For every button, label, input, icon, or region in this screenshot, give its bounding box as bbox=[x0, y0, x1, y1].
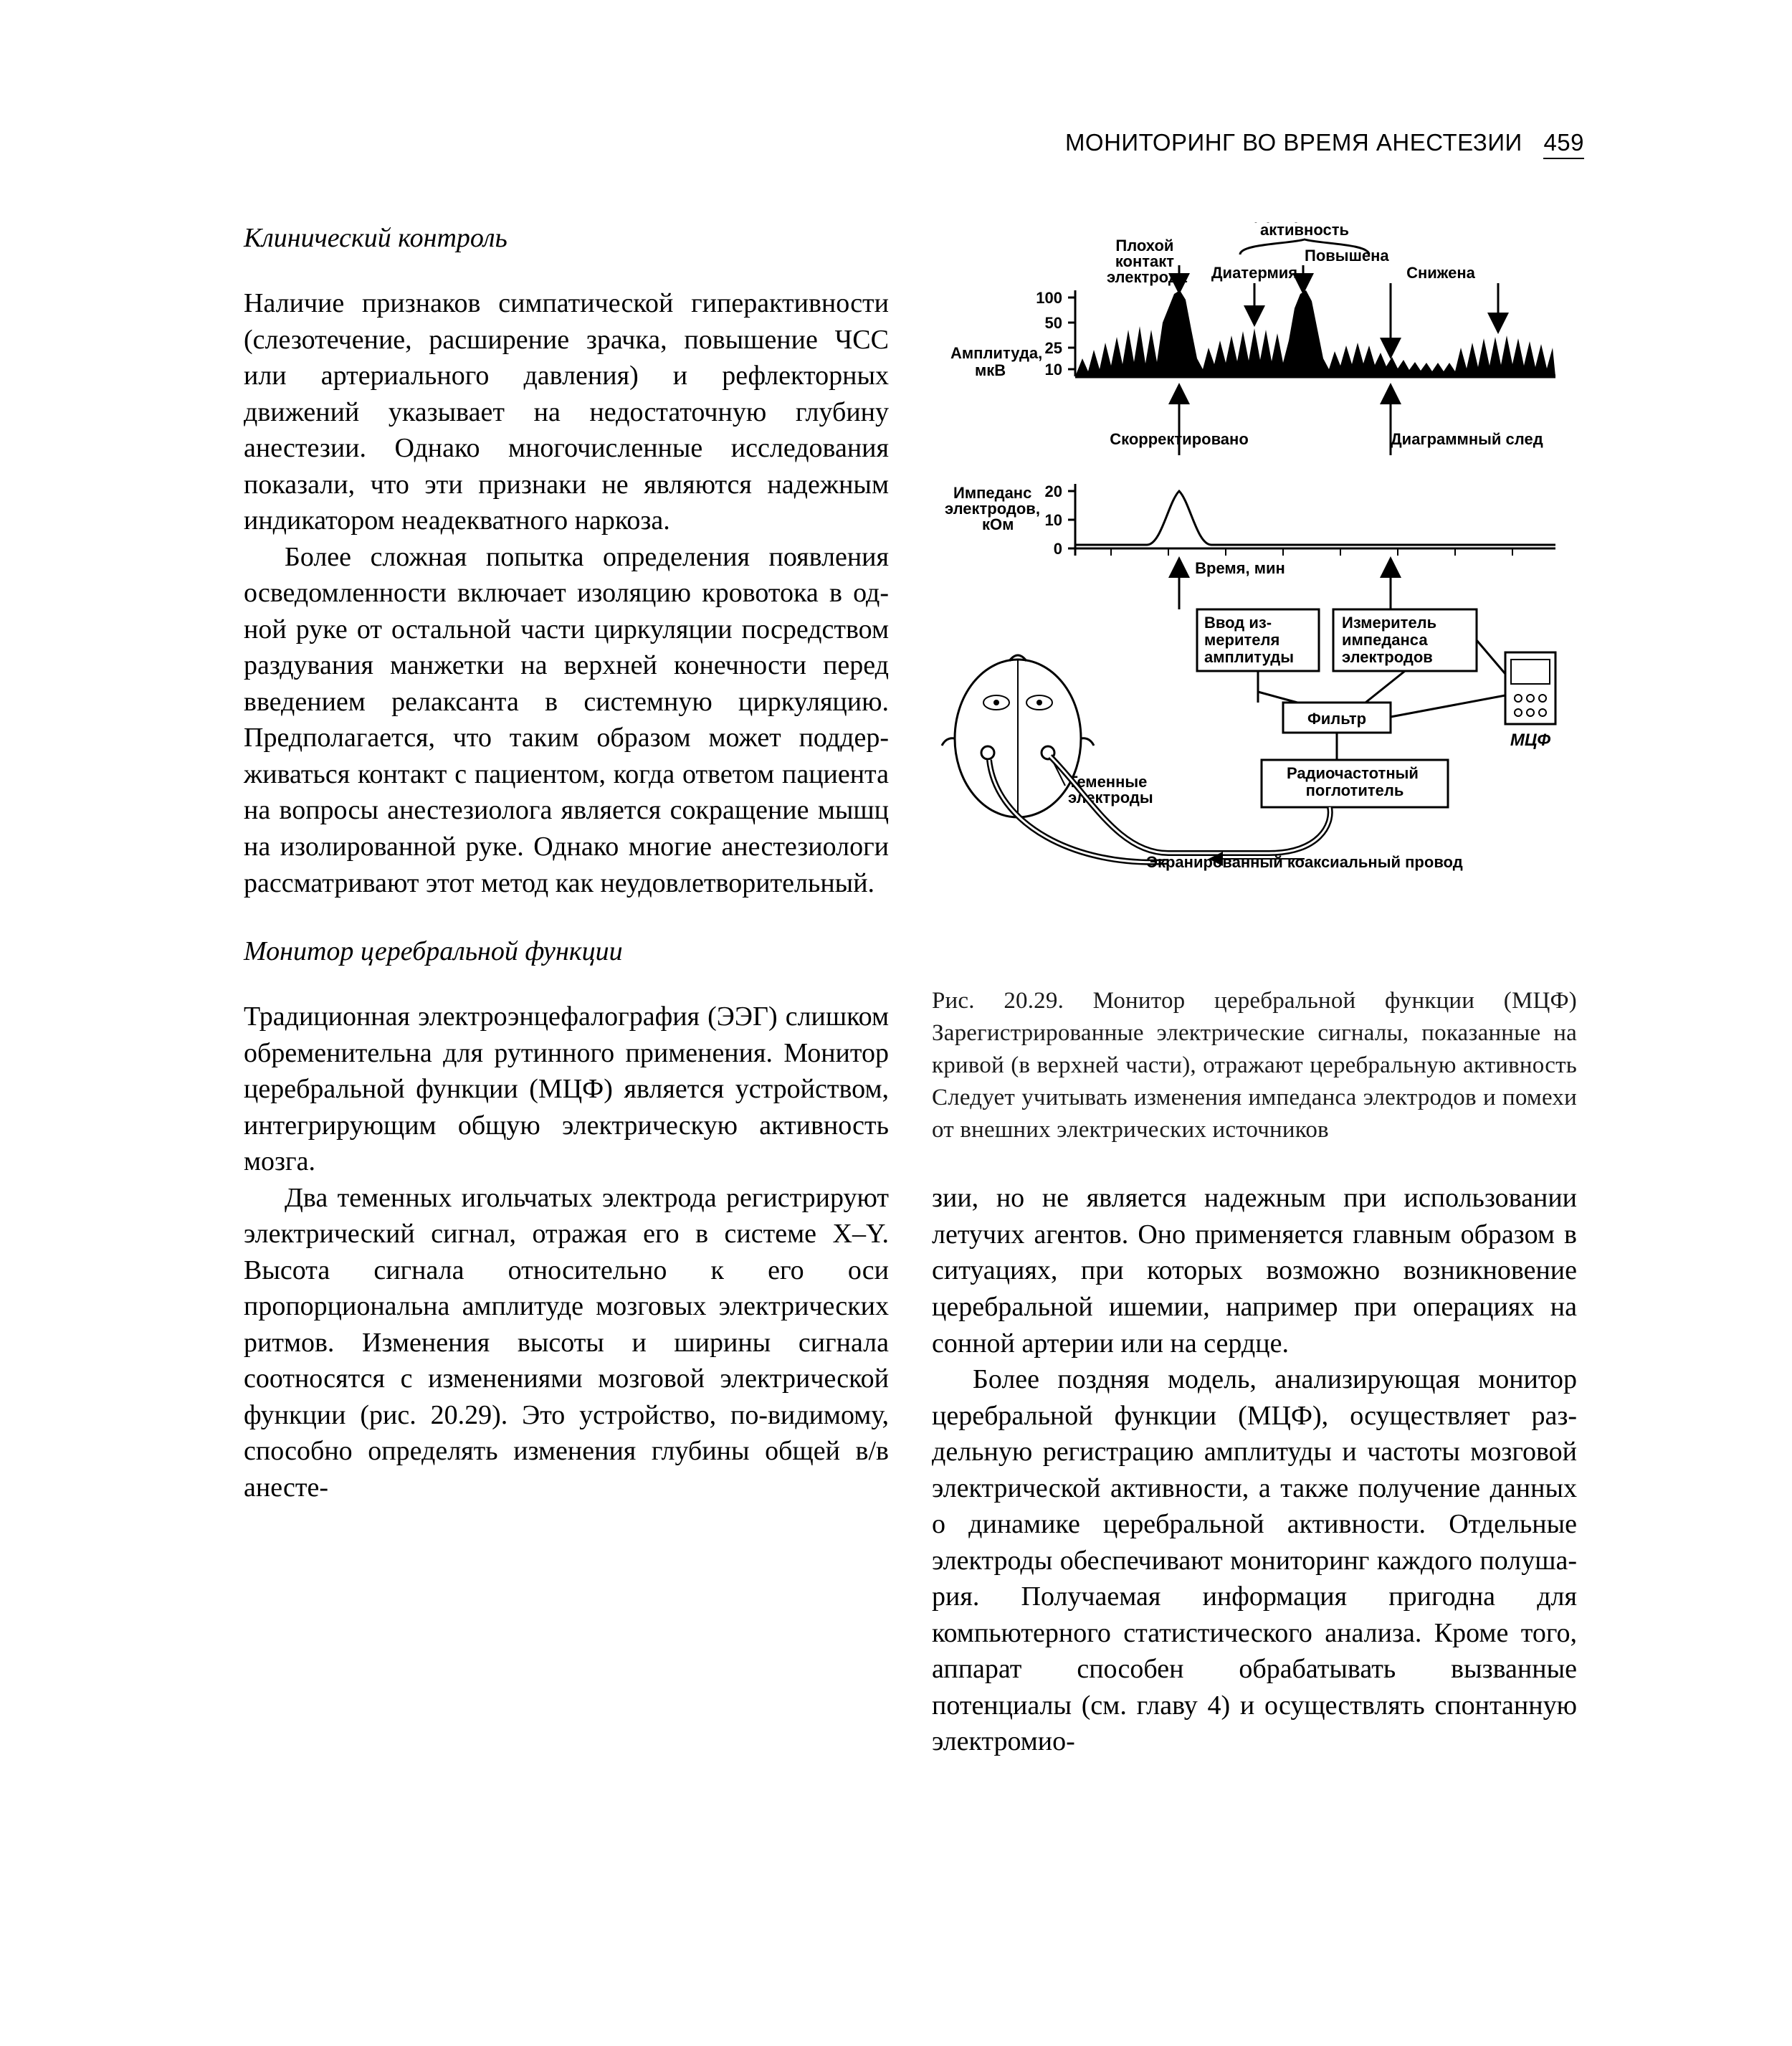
lbl-diagram-trace: Диаграммный след bbox=[1391, 430, 1543, 448]
lbl-rf: Радиочастотный поглотитель bbox=[1287, 764, 1423, 799]
right-column: 100 50 25 10 Амплитуда, мкВ bbox=[932, 222, 1577, 1760]
left-column: Клинический контроль Наличие признаков с… bbox=[244, 222, 889, 1760]
lbl-corrected: Скорректировано bbox=[1110, 430, 1249, 448]
page-number: 459 bbox=[1543, 129, 1584, 159]
figure-caption: Рис. 20.29. Монитор церебральной функции… bbox=[932, 985, 1577, 1146]
lbl-coax: Экранированный коаксиальный провод bbox=[1146, 853, 1462, 871]
two-column-body: Клинический контроль Наличие признаков с… bbox=[244, 222, 1584, 1760]
figure-20-29: 100 50 25 10 Амплитуда, мкВ bbox=[932, 222, 1577, 968]
para-col2-1: зии, но не является надежным при использ… bbox=[932, 1180, 1577, 1361]
running-title: МОНИТОРИНГ ВО ВРЕМЯ АНЕСТЕЗИИ bbox=[1065, 129, 1522, 156]
cfm-diagram: 100 50 25 10 Амплитуда, мкВ bbox=[932, 222, 1577, 968]
section-title-cfm: Монитор церебральной функции bbox=[244, 936, 889, 967]
page: МОНИТОРИНГ ВО ВРЕМЯ АНЕСТЕЗИИ 459 Клинич… bbox=[0, 0, 1792, 1918]
amp-tick-50: 50 bbox=[1045, 314, 1062, 332]
imp-tick-0: 0 bbox=[1054, 540, 1062, 558]
time-axis-label: Время, мин bbox=[1195, 559, 1285, 577]
lbl-bad-contact: Плохой контакт электрода bbox=[1107, 237, 1188, 286]
para-cfm-2: Два теменных игольчатых элект­рода регис… bbox=[244, 1180, 889, 1506]
lbl-filter: Фильтр bbox=[1307, 710, 1366, 728]
lbl-diathermy: Диатермия bbox=[1211, 264, 1297, 282]
para-clinical-1: Наличие признаков симпатической гиперакт… bbox=[244, 285, 889, 539]
amplitude-chart: 100 50 25 10 Амплитуда, мкВ bbox=[950, 222, 1555, 455]
para-cfm-1: Традиционная электроэнцефалогра­фия (ЭЭГ… bbox=[244, 999, 889, 1180]
impedance-chart: 20 10 0 Импеданс электродов, кОм bbox=[945, 482, 1555, 609]
imp-tick-20: 20 bbox=[1045, 482, 1062, 500]
lbl-decreased: Снижена bbox=[1406, 264, 1476, 282]
amp-tick-25: 25 bbox=[1045, 339, 1062, 357]
imp-tick-10: 10 bbox=[1045, 511, 1062, 529]
running-head: МОНИТОРИНГ ВО ВРЕМЯ АНЕСТЕЗИИ 459 bbox=[1065, 129, 1584, 159]
para-clinical-2: Более сложная попытка опреде­ления появл… bbox=[244, 539, 889, 901]
amplitude-axis-label: Амплитуда, мкВ bbox=[950, 344, 1047, 379]
lbl-imp-meter: Измеритель импеданса электродов bbox=[1342, 614, 1441, 666]
lbl-increased: Повышена bbox=[1305, 247, 1389, 265]
impedance-axis-label: Импеданс электродов, кОм bbox=[945, 484, 1044, 533]
block-diagram: Теменные электроды Ввод из- мерителя амп… bbox=[942, 609, 1555, 871]
section-title-clinical-control: Клинический контроль bbox=[244, 222, 889, 254]
para-col2-2: Более поздняя модель, анализи­рующая мон… bbox=[932, 1361, 1577, 1760]
amp-tick-10: 10 bbox=[1045, 361, 1062, 379]
amp-tick-100: 100 bbox=[1036, 289, 1062, 307]
lbl-mcf: МЦФ bbox=[1510, 731, 1550, 750]
lbl-cerebral-activity: Церебральная активность bbox=[1245, 222, 1363, 239]
